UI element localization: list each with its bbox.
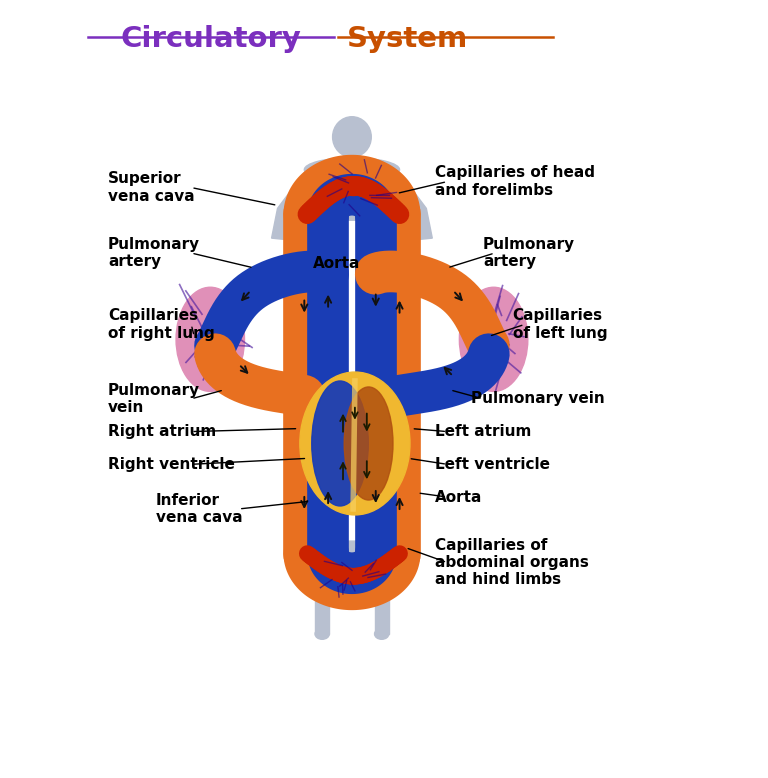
Polygon shape xyxy=(375,573,389,634)
Ellipse shape xyxy=(304,158,399,181)
Text: Right atrium: Right atrium xyxy=(108,424,216,439)
Ellipse shape xyxy=(344,387,393,500)
Ellipse shape xyxy=(312,381,369,506)
Text: Aorta: Aorta xyxy=(313,256,361,271)
Text: Right ventricle: Right ventricle xyxy=(108,457,235,471)
Text: System: System xyxy=(346,25,468,53)
Text: Pulmonary
artery: Pulmonary artery xyxy=(108,237,200,269)
Text: Left ventricle: Left ventricle xyxy=(435,457,550,471)
Polygon shape xyxy=(315,573,329,634)
FancyBboxPatch shape xyxy=(309,541,395,580)
Text: Circulatory: Circulatory xyxy=(121,25,302,53)
Text: Capillaries of head
and forelimbs: Capillaries of head and forelimbs xyxy=(435,166,595,198)
Polygon shape xyxy=(343,156,361,170)
Text: Aorta: Aorta xyxy=(435,489,482,505)
Text: Inferior
vena cava: Inferior vena cava xyxy=(155,492,242,525)
Text: Pulmonary
artery: Pulmonary artery xyxy=(483,237,575,269)
Ellipse shape xyxy=(459,287,528,391)
Ellipse shape xyxy=(333,117,371,157)
Text: Pulmonary vein: Pulmonary vein xyxy=(471,391,604,406)
Text: Capillaries
of right lung: Capillaries of right lung xyxy=(108,308,214,341)
Ellipse shape xyxy=(375,629,389,640)
Polygon shape xyxy=(272,173,315,240)
Text: Superior
vena cava: Superior vena cava xyxy=(108,171,194,204)
Polygon shape xyxy=(304,170,399,220)
Ellipse shape xyxy=(313,545,391,577)
Text: Pulmonary
vein: Pulmonary vein xyxy=(108,383,200,415)
Text: Left atrium: Left atrium xyxy=(435,424,531,439)
Ellipse shape xyxy=(300,372,410,515)
Ellipse shape xyxy=(176,287,244,391)
Ellipse shape xyxy=(315,629,329,640)
Text: Capillaries
of left lung: Capillaries of left lung xyxy=(513,308,607,341)
Polygon shape xyxy=(389,173,432,240)
Text: Capillaries of
abdominal organs
and hind limbs: Capillaries of abdominal organs and hind… xyxy=(435,538,589,587)
